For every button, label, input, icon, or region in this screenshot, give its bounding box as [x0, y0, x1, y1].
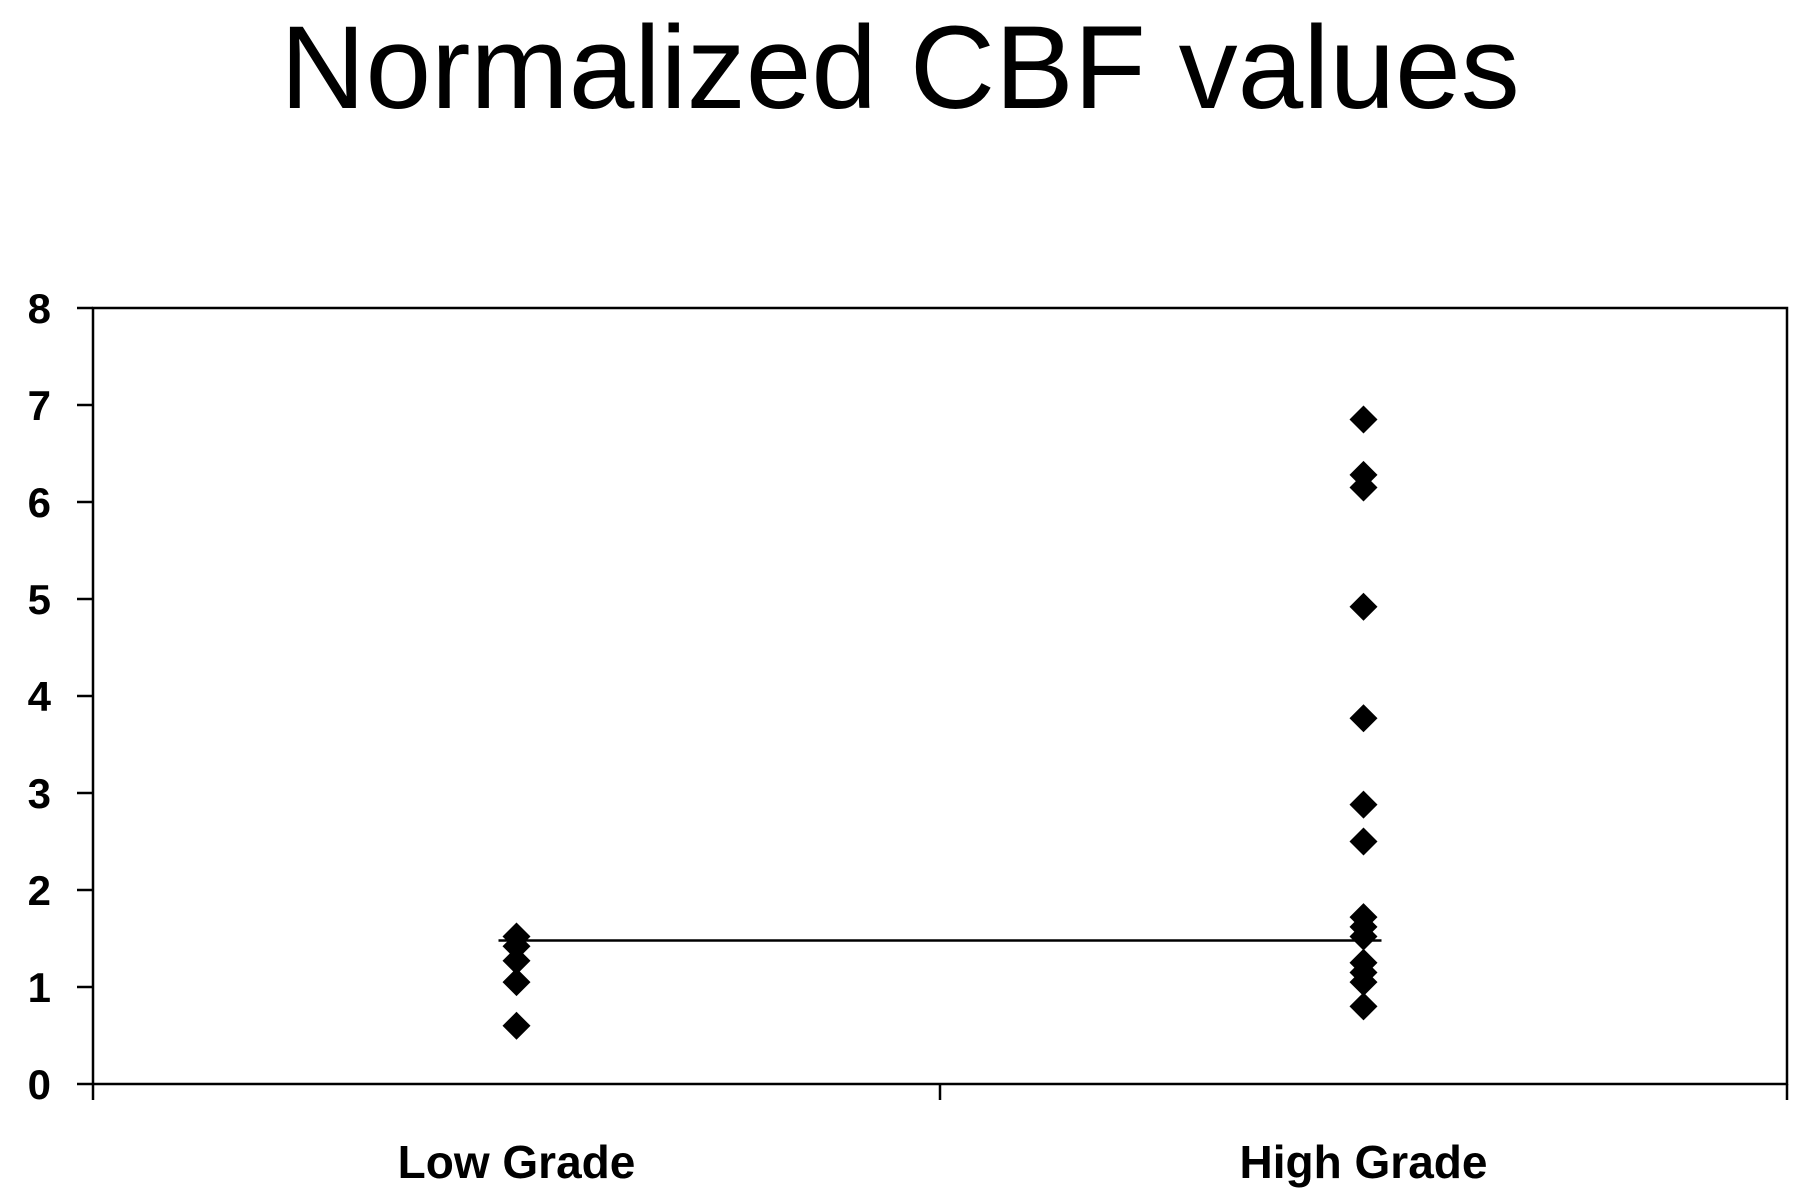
x-category-label: High Grade — [1240, 1136, 1488, 1188]
y-tick-label: 3 — [28, 770, 51, 817]
data-point — [1349, 704, 1378, 733]
data-point — [1349, 405, 1378, 434]
data-point — [1349, 827, 1378, 856]
data-point — [1349, 790, 1378, 819]
chart-title: Normalized CBF values — [280, 2, 1520, 134]
y-tick-label: 8 — [28, 285, 51, 332]
y-tick-label: 6 — [28, 479, 51, 526]
y-tick-label: 4 — [28, 673, 52, 720]
data-point — [1349, 968, 1378, 997]
y-tick-label: 7 — [28, 382, 51, 429]
y-tick-label: 5 — [28, 576, 51, 623]
data-point — [502, 946, 531, 975]
data-point — [1349, 992, 1378, 1021]
data-point — [502, 932, 531, 961]
data-point — [502, 1011, 531, 1040]
x-category-label: Low Grade — [398, 1136, 636, 1188]
x-axis: Low Grade High Grade — [91, 1084, 1789, 1188]
data-point — [1349, 922, 1378, 951]
y-axis: 0 1 2 3 4 5 6 7 8 — [28, 285, 93, 1108]
y-tick-label: 2 — [28, 867, 51, 914]
y-tick-label: 0 — [28, 1061, 51, 1108]
data-point — [1349, 592, 1378, 621]
plot-area-frame — [91, 306, 1789, 1086]
data-points — [502, 405, 1378, 1040]
y-tick-label: 1 — [28, 964, 51, 1011]
data-point — [502, 968, 531, 997]
data-point — [1349, 473, 1378, 502]
